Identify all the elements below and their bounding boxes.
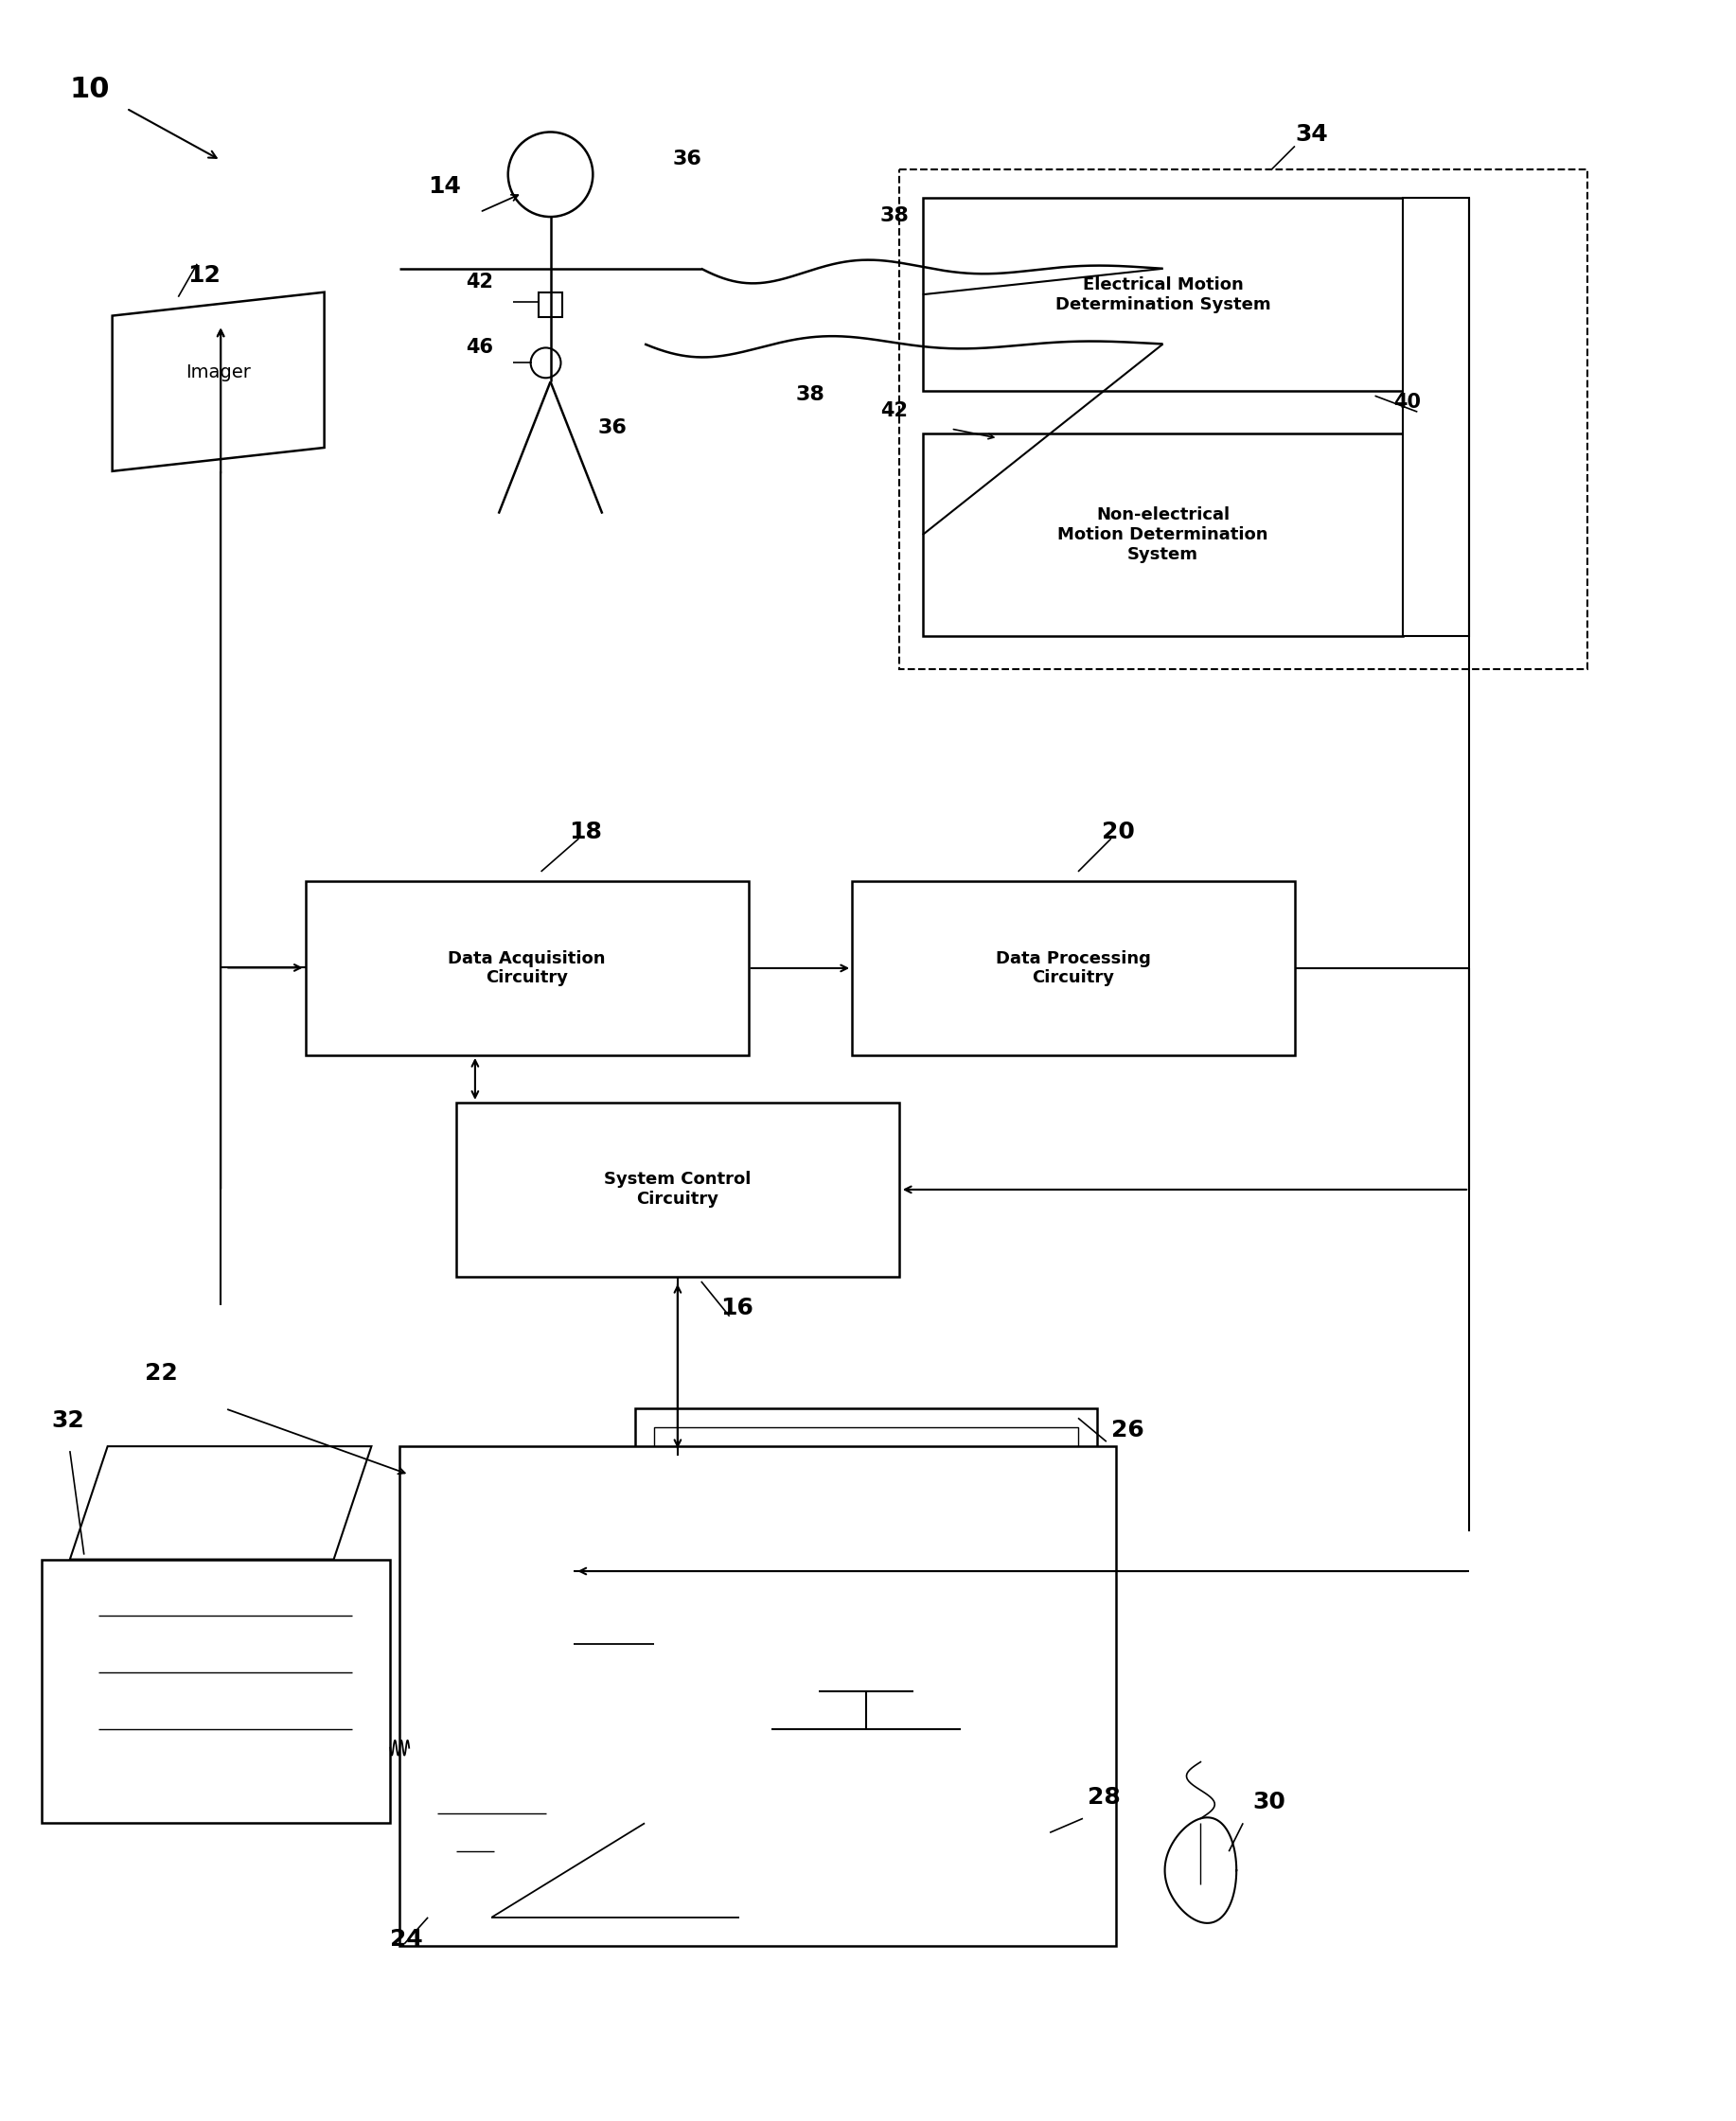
Text: 18: 18 xyxy=(569,821,602,844)
Text: 42: 42 xyxy=(880,401,908,420)
Bar xyxy=(410,1455,575,1917)
Bar xyxy=(550,1824,1069,1917)
Bar xyxy=(852,880,1295,1056)
Bar xyxy=(922,197,1403,390)
Text: Data Processing
Circuitry: Data Processing Circuitry xyxy=(996,950,1151,986)
Bar xyxy=(654,1837,729,1866)
Bar xyxy=(569,1837,644,1866)
Bar xyxy=(767,1875,842,1903)
Text: 36: 36 xyxy=(597,418,627,437)
Bar xyxy=(922,433,1403,636)
Text: 20: 20 xyxy=(1102,821,1135,844)
Bar xyxy=(1403,197,1469,636)
Bar xyxy=(42,1559,391,1824)
Text: 16: 16 xyxy=(720,1296,753,1319)
Text: 24: 24 xyxy=(391,1928,424,1951)
Text: 22: 22 xyxy=(146,1362,179,1385)
Text: 38: 38 xyxy=(795,386,825,405)
Text: Imager: Imager xyxy=(186,363,250,382)
Text: 28: 28 xyxy=(1087,1786,1120,1809)
Bar xyxy=(852,1875,927,1903)
Bar xyxy=(654,1427,1078,1663)
Bar xyxy=(306,880,748,1056)
Bar xyxy=(740,1837,814,1866)
Text: Data Acquisition
Circuitry: Data Acquisition Circuitry xyxy=(448,950,606,986)
Text: 38: 38 xyxy=(880,206,910,225)
Polygon shape xyxy=(113,293,325,471)
Text: 14: 14 xyxy=(429,176,462,197)
Text: 40: 40 xyxy=(1394,392,1422,411)
Circle shape xyxy=(889,1699,899,1712)
Text: 42: 42 xyxy=(465,271,493,291)
Text: 30: 30 xyxy=(1252,1790,1285,1813)
Text: System Control
Circuitry: System Control Circuitry xyxy=(604,1171,752,1209)
Bar xyxy=(823,1837,871,1866)
Bar xyxy=(538,293,562,316)
Circle shape xyxy=(861,1699,871,1712)
Text: 46: 46 xyxy=(465,337,493,356)
Bar xyxy=(569,1875,757,1903)
Circle shape xyxy=(832,1699,844,1712)
Text: 10: 10 xyxy=(69,76,109,104)
Bar xyxy=(899,170,1587,668)
Text: 34: 34 xyxy=(1295,123,1328,146)
Bar xyxy=(425,1625,557,1748)
Text: Electrical Motion
Determination System: Electrical Motion Determination System xyxy=(1055,276,1271,314)
Bar xyxy=(399,1447,1116,1945)
Bar xyxy=(457,1103,899,1277)
Bar xyxy=(635,1408,1097,1690)
Text: Non-electrical
Motion Determination
System: Non-electrical Motion Determination Syst… xyxy=(1057,507,1269,562)
Text: 36: 36 xyxy=(674,151,701,170)
Polygon shape xyxy=(69,1447,372,1559)
Text: 26: 26 xyxy=(1111,1419,1144,1442)
Bar xyxy=(425,1485,557,1606)
Text: 12: 12 xyxy=(187,263,220,286)
Bar xyxy=(880,1837,927,1866)
Text: 32: 32 xyxy=(50,1410,83,1432)
